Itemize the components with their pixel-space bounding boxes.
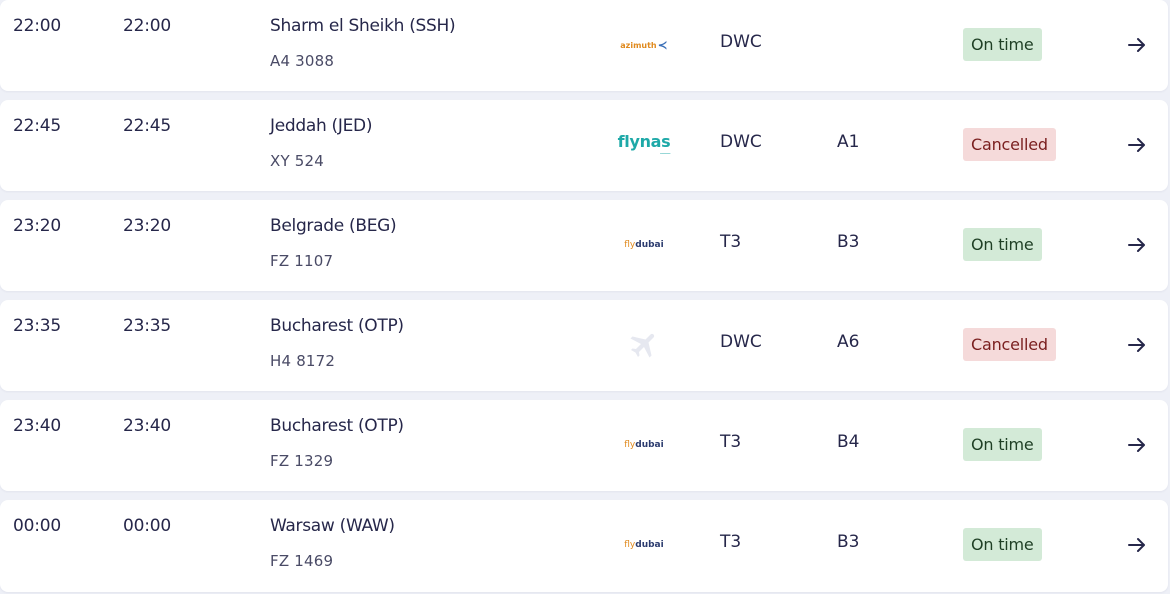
destination: Jeddah (JED) (270, 116, 373, 136)
estimated-time: 23:35 (123, 316, 171, 336)
status-badge: On time (963, 528, 1042, 561)
status-badge: On time (963, 228, 1042, 261)
estimated-time: 23:40 (123, 416, 171, 436)
terminal: T3 (720, 432, 742, 452)
estimated-time: 23:20 (123, 216, 171, 236)
terminal: DWC (720, 132, 762, 152)
status-badge: On time (963, 428, 1042, 461)
scheduled-time: 23:20 (13, 216, 61, 236)
airline-logo-flynas: flynas ـــــــ (617, 132, 671, 156)
terminal: T3 (720, 532, 742, 552)
scheduled-time: 22:45 (13, 116, 61, 136)
estimated-time: 00:00 (123, 516, 171, 536)
scheduled-time: 23:40 (13, 416, 61, 436)
scheduled-time: 00:00 (13, 516, 61, 536)
scheduled-time: 23:35 (13, 316, 61, 336)
arrow-right-icon[interactable] (1126, 434, 1148, 456)
flight-number: FZ 1329 (270, 452, 334, 470)
flight-row[interactable]: 22:00 22:00 Sharm el Sheikh (SSH) A4 308… (0, 0, 1168, 91)
gate: A6 (837, 332, 860, 352)
airline-logo-flydubai: flydubai (624, 240, 664, 250)
gate: A1 (837, 132, 860, 152)
flight-row[interactable]: 23:20 23:20 Belgrade (BEG) FZ 1107 flydu… (0, 200, 1168, 291)
destination: Bucharest (OTP) (270, 316, 404, 336)
terminal: DWC (720, 332, 762, 352)
flight-number: FZ 1107 (270, 252, 334, 270)
estimated-time: 22:00 (123, 16, 171, 36)
destination: Bucharest (OTP) (270, 416, 404, 436)
terminal: DWC (720, 32, 762, 52)
scheduled-time: 22:00 (13, 16, 61, 36)
gate: B3 (837, 532, 860, 552)
gate: B3 (837, 232, 860, 252)
flight-number: H4 8172 (270, 352, 336, 370)
arrow-right-icon[interactable] (1126, 34, 1148, 56)
flight-row[interactable]: 00:00 00:00 Warsaw (WAW) FZ 1469 flyduba… (0, 500, 1168, 592)
flight-row[interactable]: 23:35 23:35 Bucharest (OTP) H4 8172 DWC … (0, 300, 1168, 391)
arrow-right-icon[interactable] (1126, 334, 1148, 356)
flight-number: A4 3088 (270, 52, 335, 70)
terminal: T3 (720, 232, 742, 252)
flight-row[interactable]: 23:40 23:40 Bucharest (OTP) FZ 1329 flyd… (0, 400, 1168, 491)
status-badge: Cancelled (963, 328, 1056, 361)
destination: Warsaw (WAW) (270, 516, 395, 536)
airline-logo-azimuth: azimuth ≺ (620, 38, 668, 52)
flight-number: FZ 1469 (270, 552, 334, 570)
arrow-right-icon[interactable] (1126, 534, 1148, 556)
airline-logo-flydubai: flydubai (624, 440, 664, 450)
flight-row[interactable]: 22:45 22:45 Jeddah (JED) XY 524 flynas ــ… (0, 100, 1168, 191)
plane-placeholder-icon (612, 330, 676, 360)
destination: Belgrade (BEG) (270, 216, 397, 236)
airline-logo-flydubai: flydubai (624, 540, 664, 550)
gate: B4 (837, 432, 860, 452)
arrow-right-icon[interactable] (1126, 234, 1148, 256)
destination: Sharm el Sheikh (SSH) (270, 16, 456, 36)
status-badge: Cancelled (963, 128, 1056, 161)
flight-number: XY 524 (270, 152, 325, 170)
estimated-time: 22:45 (123, 116, 171, 136)
arrow-right-icon[interactable] (1126, 134, 1148, 156)
status-badge: On time (963, 28, 1042, 61)
